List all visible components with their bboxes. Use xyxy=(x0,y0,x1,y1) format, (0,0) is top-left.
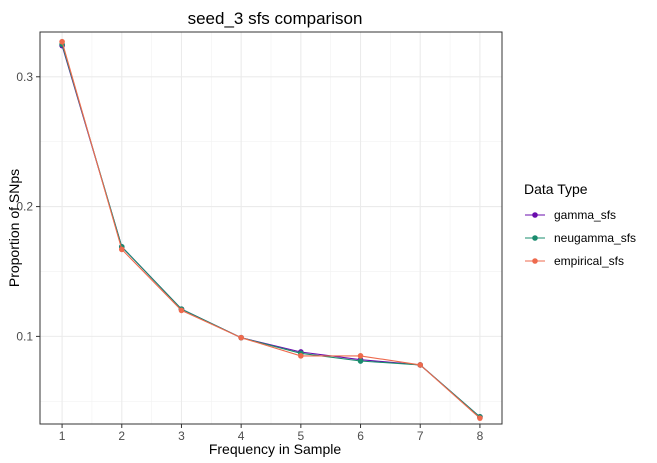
point-empirical_sfs xyxy=(178,307,185,314)
legend-label: empirical_sfs xyxy=(554,254,624,268)
point-empirical_sfs xyxy=(118,246,125,253)
point-empirical_sfs xyxy=(357,353,364,359)
x-tick-label: 6 xyxy=(357,429,364,443)
chart-title: seed_3 sfs comparison xyxy=(188,9,363,28)
x-tick-label: 3 xyxy=(178,429,185,443)
x-tick-label: 4 xyxy=(238,429,245,443)
y-axis-title: Proportion of SNps xyxy=(6,169,22,287)
point-neugamma_sfs xyxy=(357,358,364,364)
plot-panel xyxy=(39,31,503,425)
legend-key-point xyxy=(532,235,538,241)
x-tick-label: 2 xyxy=(118,429,125,443)
point-empirical_sfs xyxy=(238,334,244,341)
x-tick-label: 7 xyxy=(417,429,424,443)
panel-border xyxy=(39,31,503,425)
x-tick-label: 5 xyxy=(298,429,305,443)
legend-label: neugamma_sfs xyxy=(554,231,636,245)
point-empirical_sfs xyxy=(298,353,304,359)
y-tick-label: 0.3 xyxy=(16,70,33,84)
x-tick-label: 1 xyxy=(59,429,66,443)
y-axis: 0.1 0.2 0.3 xyxy=(16,70,40,343)
point-empirical_sfs xyxy=(417,362,424,368)
y-tick-label: 0.1 xyxy=(16,329,33,343)
x-axis-title: Frequency in Sample xyxy=(209,441,342,457)
legend-key-point xyxy=(532,212,538,218)
x-axis: 1 2 3 4 5 6 7 8 xyxy=(59,424,484,443)
legend-key-point xyxy=(532,258,538,264)
series-layer xyxy=(59,38,483,421)
y-tick-label: 0.2 xyxy=(16,200,33,214)
point-empirical_sfs xyxy=(477,415,483,421)
legend: Data Type gamma_sfs neugamma_sfs empirical… xyxy=(524,181,636,268)
series-line-empirical_sfs xyxy=(61,41,481,419)
legend-label: gamma_sfs xyxy=(554,208,616,222)
x-tick-label: 8 xyxy=(477,429,484,443)
legend-title: Data Type xyxy=(524,181,588,197)
series-line-neugamma_sfs xyxy=(61,44,481,418)
point-empirical_sfs xyxy=(59,38,65,45)
